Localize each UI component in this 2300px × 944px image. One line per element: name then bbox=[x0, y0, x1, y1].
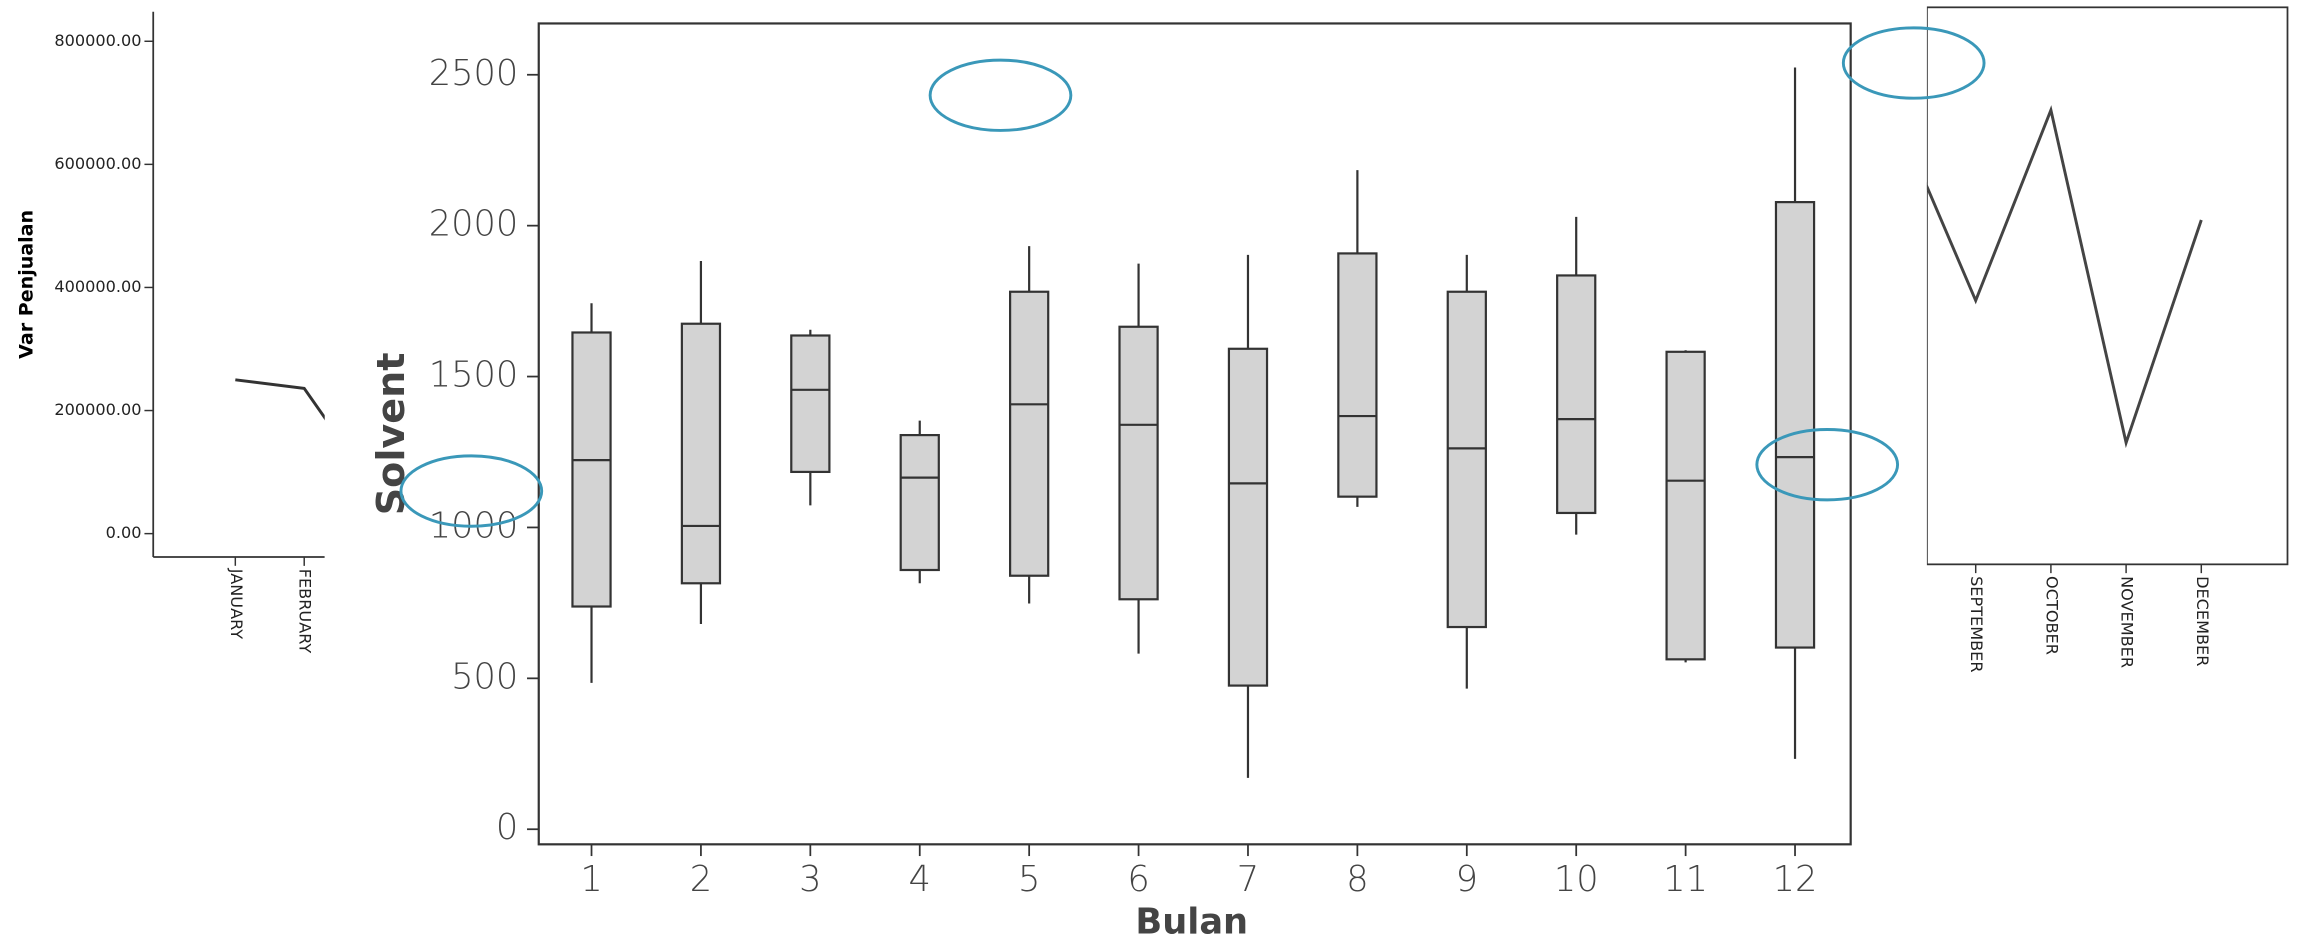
y-tick-label: 2500 bbox=[429, 53, 519, 94]
box bbox=[1448, 292, 1486, 627]
box bbox=[1120, 327, 1158, 600]
y-tick-label: 0.00 bbox=[106, 523, 142, 542]
box bbox=[1010, 292, 1048, 576]
ellipse bbox=[930, 60, 1071, 130]
box bbox=[901, 435, 939, 570]
box bbox=[1557, 275, 1595, 513]
line-chart: SEPTEMBER OCTOBER NOVEMBER DECEMBER bbox=[1901, 7, 2288, 672]
y-axis-label: Var Penjualan bbox=[16, 210, 38, 359]
y-tick-label: 0 bbox=[496, 807, 518, 848]
ellipse bbox=[1843, 28, 1984, 98]
x-axis-label: Bulan bbox=[1135, 901, 1248, 942]
x-tick-label: 3 bbox=[799, 859, 821, 900]
box bbox=[1338, 253, 1376, 496]
y-tick-label: 2000 bbox=[429, 204, 519, 245]
y-axis-label: Solvent bbox=[369, 353, 413, 516]
x-tick-label: 6 bbox=[1127, 859, 1149, 900]
y-tick-label: 800000.00 bbox=[54, 31, 141, 50]
plot-frame bbox=[539, 23, 1851, 844]
box bbox=[572, 332, 610, 606]
x-tick-label: SEPTEMBER bbox=[1967, 576, 1986, 672]
chart: 0.00 200000.00 400000.00 600000.00 800000.00… bbox=[0, 0, 2300, 944]
x-tick-label: 2 bbox=[690, 859, 712, 900]
x-tick-label: 11 bbox=[1663, 859, 1708, 900]
box bbox=[682, 324, 720, 584]
y-tick-label: 200000.00 bbox=[54, 400, 141, 419]
x-tick-label: 1 bbox=[580, 859, 602, 900]
x-tick-label: NOVEMBER bbox=[2118, 576, 2137, 668]
x-tick-label: FEBRUARY bbox=[296, 569, 315, 654]
page: {"chart_data": [ {"type": "line", "ylabe… bbox=[0, 0, 2300, 944]
box bbox=[1229, 349, 1267, 686]
y-tick-label: 500 bbox=[451, 656, 518, 697]
y-tick-label: 1500 bbox=[429, 355, 519, 396]
data-line bbox=[235, 380, 373, 487]
line-chart: 0.00 200000.00 400000.00 600000.00 800000.00… bbox=[16, 12, 373, 654]
y-tick-label: 400000.00 bbox=[54, 277, 141, 296]
x-tick-label: DECEMBER bbox=[2193, 576, 2212, 666]
x-tick-label: 5 bbox=[1018, 859, 1040, 900]
x-tick-label: 12 bbox=[1773, 859, 1818, 900]
x-tick-label: 9 bbox=[1456, 859, 1478, 900]
box bbox=[791, 336, 829, 472]
data-line bbox=[1901, 110, 2202, 443]
x-tick-label: 7 bbox=[1237, 859, 1259, 900]
charts: 0.00 200000.00 400000.00 600000.00 800000.00… bbox=[16, 7, 2288, 942]
x-tick-label: 8 bbox=[1346, 859, 1368, 900]
y-tick-label: 600000.00 bbox=[54, 154, 141, 173]
x-tick-label: 10 bbox=[1554, 859, 1599, 900]
x-tick-label: 4 bbox=[909, 859, 931, 900]
x-tick-label: JANUARY bbox=[227, 568, 246, 640]
box bbox=[1776, 202, 1814, 647]
x-tick-label: OCTOBER bbox=[2042, 576, 2061, 655]
highlight-ellipses bbox=[401, 28, 1984, 526]
box bbox=[1667, 352, 1705, 660]
